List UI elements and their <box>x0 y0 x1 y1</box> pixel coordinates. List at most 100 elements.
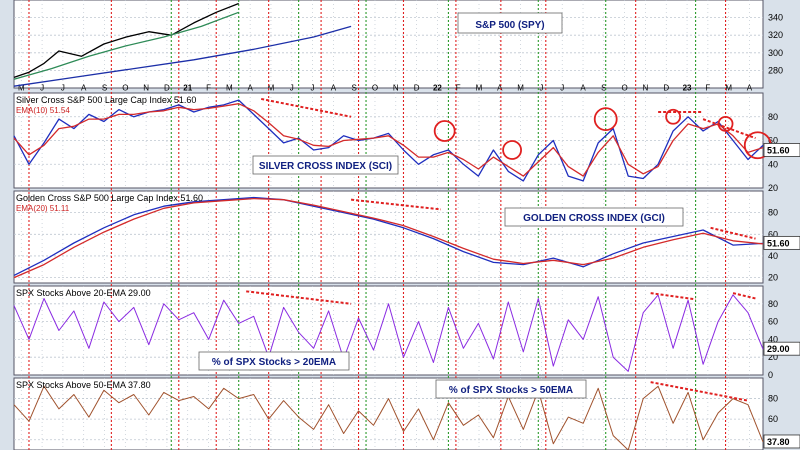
panel-1-ytick-label: 60 <box>768 136 778 146</box>
panel-2-series-1-line <box>13 197 764 279</box>
gci-annotation-label-box <box>504 207 684 227</box>
month-tick-label: A <box>247 84 253 93</box>
panel-3-title: SPX Stocks Above 20-EMA 29.00 <box>16 288 151 298</box>
month-tick-label: O <box>622 84 628 93</box>
month-tick-label: M <box>725 84 732 93</box>
month-tick-label: F <box>206 84 211 93</box>
divergence-trend-line <box>650 381 749 402</box>
month-tick-label: O <box>122 84 128 93</box>
panel-3-ytick-label: 60 <box>768 317 778 327</box>
panel-1-series-1-line <box>13 103 764 177</box>
month-tick-label: M <box>517 84 524 93</box>
panel-0-ytick-label: 340 <box>768 13 783 23</box>
month-tick-label: M <box>268 84 275 93</box>
month-tick-label: A <box>747 84 753 93</box>
month-tick-label: J <box>40 84 44 93</box>
panel-3-background <box>13 285 764 376</box>
panel-4-background <box>13 377 764 450</box>
panel-2-ma-label: EMA(20) 51.11 <box>16 204 70 213</box>
month-tick-label: A <box>497 84 503 93</box>
panel-2-ytick-label: 20 <box>768 273 778 283</box>
crossover-circle <box>433 120 456 142</box>
panel-1-ytick-label: 20 <box>768 183 778 193</box>
panel-1-last-value: 51.60 <box>767 145 790 155</box>
divergence-trend-line <box>702 118 756 140</box>
month-tick-label: S <box>102 84 107 93</box>
month-tick-label: M <box>226 84 233 93</box>
month-tick-label: N <box>393 84 399 93</box>
panel-2-last-value-tag <box>763 235 800 250</box>
panel-0-series-1-line <box>13 11 239 80</box>
panel-1-ytick-label: 80 <box>768 112 778 122</box>
panel-1-last-value-tag <box>763 143 800 157</box>
gci-annotation-label: GOLDEN CROSS INDEX (GCI) <box>523 213 665 224</box>
panel-4-ytick-label: 80 <box>768 394 778 404</box>
ema50-annotation-label-box <box>435 379 587 399</box>
month-tick-label: J <box>311 84 315 93</box>
month-tick-label: M <box>18 84 25 93</box>
crossover-circle <box>502 140 522 160</box>
panel-2-background <box>13 190 764 284</box>
panel-4-last-value: 37.80 <box>767 437 790 447</box>
month-tick-label: A <box>580 84 586 93</box>
panel-2-title: Golden Cross S&P 500 Large Cap Index 51.… <box>16 193 203 203</box>
month-tick-label: J <box>560 84 564 93</box>
ema20-annotation-label: % of SPX Stocks > 20EMA <box>212 357 336 368</box>
divergence-trend-line <box>260 97 352 118</box>
panel-0-series-0-line <box>13 2 239 79</box>
month-tick-label: D <box>414 84 420 93</box>
panel-2-ytick-label: 60 <box>768 229 778 239</box>
sci-annotation-label: SILVER CROSS INDEX (SCI) <box>259 161 392 172</box>
panel-0-ytick-label: 280 <box>768 65 783 75</box>
panel-4-last-value-tag <box>763 434 800 449</box>
month-tick-label: N <box>143 84 149 93</box>
month-tick-label: O <box>372 84 378 93</box>
month-tick-label: S <box>601 84 606 93</box>
divergence-trend-line <box>246 290 352 305</box>
spy-title-label: S&P 500 (SPY) <box>475 20 544 31</box>
spy-title-label-box <box>457 12 563 34</box>
month-tick-label: F <box>705 84 710 93</box>
month-tick-label: J <box>539 84 543 93</box>
month-tick-label: 22 <box>433 84 442 93</box>
month-tick-label: A <box>81 84 87 93</box>
panel-1-title: Silver Cross S&P 500 Large Cap Index 51.… <box>16 95 196 105</box>
panel-1-ytick-label: 40 <box>768 159 778 169</box>
panel-3-ytick-label: 20 <box>768 352 778 362</box>
month-tick-label: S <box>351 84 356 93</box>
panel-3-series-0-line <box>13 294 764 372</box>
panel-3-ytick-label: 40 <box>768 334 778 344</box>
panel-2-ytick-label: 80 <box>768 208 778 218</box>
panel-2-ytick-label: 40 <box>768 251 778 261</box>
panel-4-title: SPX Stocks Above 50-EMA 37.80 <box>16 380 151 390</box>
crossover-circle <box>665 108 682 125</box>
panel-0-background <box>13 0 764 89</box>
sci-annotation-label-box <box>252 155 399 175</box>
crossover-circle <box>717 115 734 132</box>
panel-0-ytick-label: 300 <box>768 48 783 58</box>
panel-2-series-0-line <box>13 196 764 276</box>
month-tick-label: F <box>456 84 461 93</box>
month-tick-label: D <box>663 84 669 93</box>
panel-2-last-value: 51.60 <box>767 238 790 248</box>
panel-3-last-value-tag <box>763 341 800 356</box>
panel-4-ytick-label: 60 <box>768 414 778 424</box>
panel-3-ytick-label: 0 <box>768 370 773 380</box>
panel-1-series-0-line <box>13 99 764 182</box>
divergence-trend-line <box>732 292 756 300</box>
month-tick-label: J <box>61 84 65 93</box>
month-tick-label: N <box>643 84 649 93</box>
month-tick-label: D <box>164 84 170 93</box>
divergence-trend-line <box>350 198 442 211</box>
crossover-circle <box>593 107 618 132</box>
panel-3-ytick-label: 80 <box>768 299 778 309</box>
panel-0-ytick-label: 320 <box>768 30 783 40</box>
ema20-annotation-label-box <box>198 351 350 371</box>
divergence-trend-line <box>650 292 696 301</box>
month-tick-label: 23 <box>683 84 692 93</box>
ema50-annotation-label: % of SPX Stocks > 50EMA <box>449 385 573 396</box>
panel-1-ma-label: EMA(10) 51.54 <box>16 106 70 115</box>
month-tick-label: A <box>331 84 337 93</box>
panel-0-series-2-line <box>13 25 352 87</box>
